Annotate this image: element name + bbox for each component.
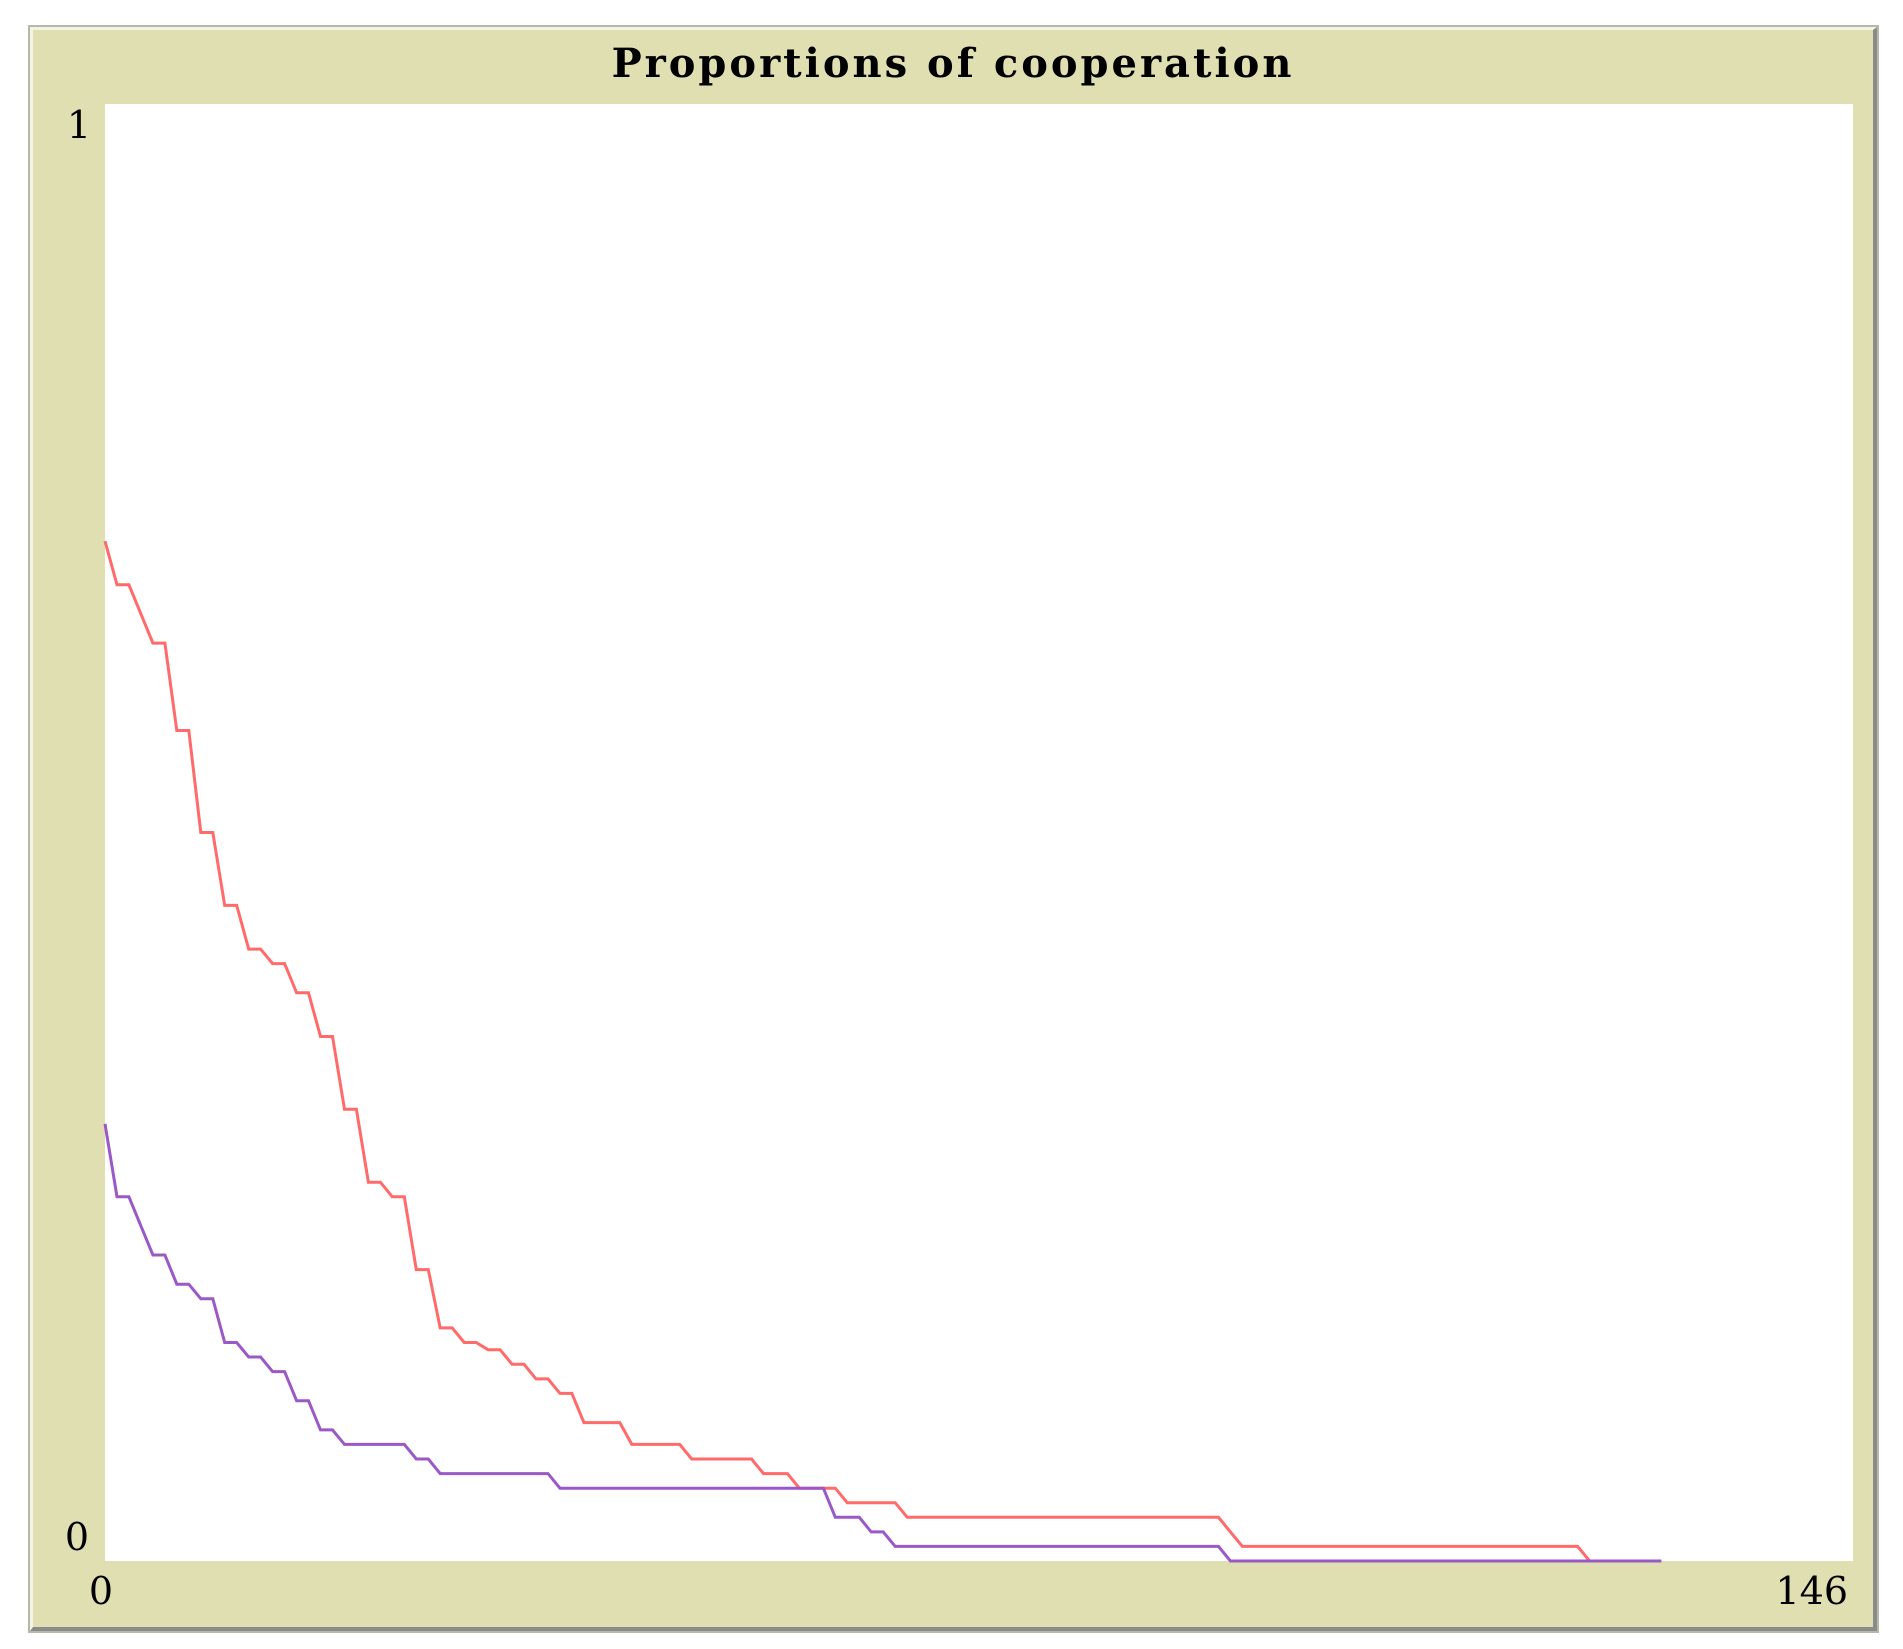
- series-line-2: [103, 1123, 1662, 1563]
- series-layer: [103, 540, 1662, 1563]
- y-tick-label-min: 0: [65, 1515, 89, 1559]
- x-tick-label-max: 146: [1775, 1569, 1848, 1613]
- tick-layer: 1 00 146: [65, 103, 1848, 1613]
- y-tick-label-max: 1: [67, 103, 91, 147]
- plot-title: Proportions of cooperation: [612, 40, 1295, 87]
- plot-area: [105, 104, 1853, 1561]
- plot-widget: Proportions of cooperation 1 0 0 146: [30, 27, 1877, 1631]
- x-tick-label-min: 0: [89, 1569, 113, 1613]
- plot-svg: Proportions of cooperation 1 00 146: [65, 40, 1853, 1613]
- series-line-1: [103, 540, 1602, 1563]
